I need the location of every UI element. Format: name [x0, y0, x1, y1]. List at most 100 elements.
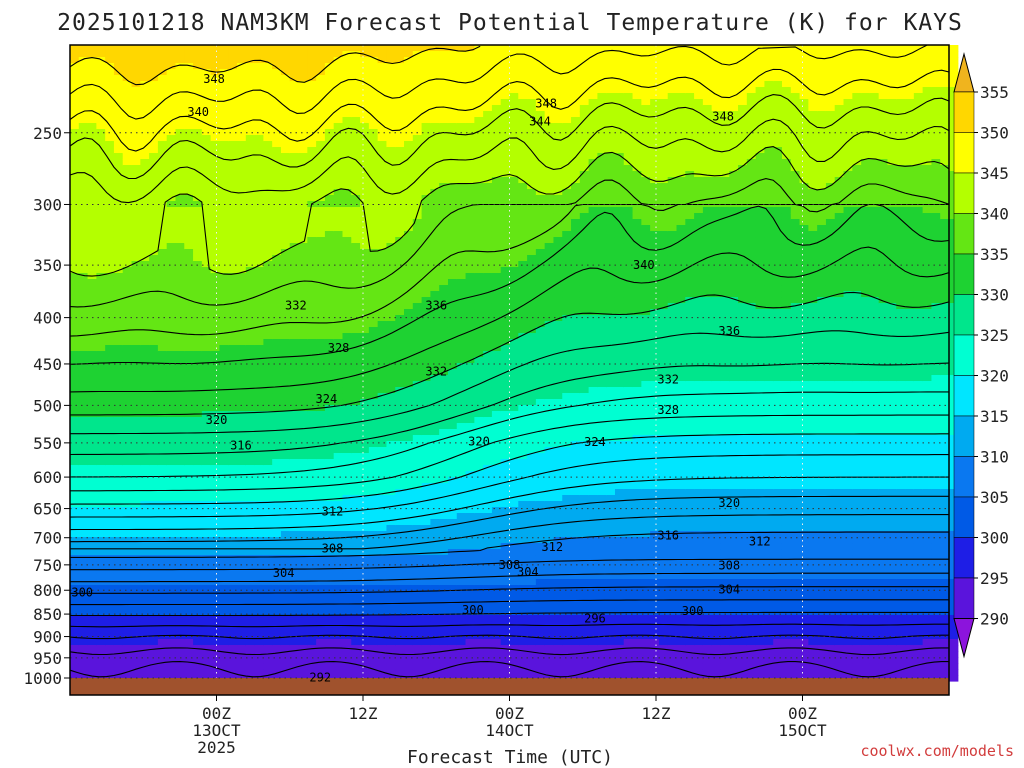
- field-cell-745: [131, 63, 141, 70]
- field-cell-2443: [272, 75, 282, 82]
- field-cell-790: [131, 333, 141, 340]
- field-cell-848: [140, 45, 150, 52]
- field-cell-2931: [307, 459, 317, 466]
- field-cell-2744: [289, 609, 300, 616]
- field-cell-2603: [280, 399, 291, 406]
- field-cell-2522: [272, 549, 282, 556]
- field-cell-719: [122, 543, 133, 550]
- field-cell-1976: [228, 453, 238, 460]
- field-cell-316: [87, 669, 97, 676]
- field-cell-3237: [333, 387, 344, 394]
- field-cell-2126: [245, 81, 256, 88]
- field-cell-2480: [272, 297, 282, 304]
- field-cell-467: [105, 303, 115, 310]
- field-cell-1781: [210, 555, 221, 562]
- field-cell-1679: [201, 579, 212, 586]
- field-cell-4823: [465, 363, 475, 370]
- field-cell-3405: [351, 123, 361, 130]
- field-cell-2907: [307, 315, 317, 322]
- field-cell-543: [113, 123, 124, 130]
- field-cell-3044: [316, 501, 326, 508]
- field-cell-1024: [149, 465, 159, 472]
- field-cell-4840: [465, 465, 475, 472]
- field-cell-3148: [324, 489, 335, 496]
- field-cell-420: [96, 657, 106, 664]
- field-cell-143: [78, 267, 89, 274]
- field-cell-1823: [219, 171, 229, 178]
- field-cell-1268: [166, 657, 177, 664]
- field-cell-4953: [474, 507, 484, 514]
- field-cell-1474: [184, 621, 194, 628]
- field-cell-1057: [149, 663, 159, 670]
- field-cell-2506: [272, 453, 282, 460]
- field-cell-4544: [439, 597, 449, 604]
- field-cell-2249: [254, 183, 264, 190]
- field-cell-27: [70, 207, 80, 214]
- field-cell-4153: [412, 159, 423, 166]
- field-cell-576: [113, 321, 124, 328]
- field-cell-1624: [201, 249, 212, 256]
- field-cell-4510: [439, 393, 449, 400]
- field-cell-2285: [254, 399, 264, 406]
- field-cell-2562: [280, 153, 291, 160]
- field-cell-1662: [201, 477, 212, 484]
- field-cell-262: [87, 345, 97, 352]
- field-cell-2339: [263, 87, 273, 94]
- field-cell-4199: [412, 435, 423, 442]
- field-cell-1413: [184, 255, 194, 262]
- field-cell-1820: [219, 153, 229, 160]
- field-cell-4150: [412, 141, 423, 148]
- field-cell-3708: [368, 669, 379, 676]
- field-cell-3486: [351, 609, 361, 616]
- field-cell-2254: [254, 213, 264, 220]
- field-cell-1495: [193, 111, 203, 118]
- field-cell-4493: [439, 291, 449, 298]
- field-cell-2075: [237, 411, 247, 418]
- field-cell-1609: [201, 159, 212, 166]
- field-cell-1418: [184, 285, 194, 292]
- field-cell-2482: [272, 309, 282, 316]
- field-cell-1697: [210, 51, 221, 58]
- field-cell-4449: [430, 663, 440, 670]
- field-cell-1526: [193, 297, 203, 304]
- field-cell-399: [96, 531, 106, 538]
- field-cell-2955: [307, 603, 317, 610]
- field-cell-3387: [342, 651, 352, 658]
- field-cell-1963: [228, 375, 238, 382]
- field-cell-1590: [201, 45, 212, 52]
- field-cell-3771: [377, 411, 388, 418]
- field-cell-1742: [210, 321, 221, 328]
- field-cell-1125: [157, 435, 168, 442]
- field-cell-3580: [360, 537, 370, 544]
- field-cell-3608: [368, 69, 379, 76]
- field-cell-1895: [219, 603, 229, 610]
- field-cell-329: [96, 111, 106, 118]
- field-cell-362: [96, 309, 106, 316]
- field-cell-4309: [421, 459, 431, 466]
- field-cell-2456: [272, 153, 282, 160]
- field-cell-4964: [474, 573, 484, 580]
- field-cell-4094: [404, 441, 414, 448]
- field-cell-2163: [245, 303, 256, 310]
- field-cell-1394: [184, 141, 194, 148]
- field-cell-2763: [298, 87, 308, 94]
- field-cell-286: [87, 489, 97, 496]
- field-cell-3823: [386, 87, 396, 94]
- field-cell-4620: [447, 417, 458, 424]
- field-cell-180: [78, 489, 89, 496]
- field-cell-1745: [210, 339, 221, 346]
- field-cell-3338: [342, 357, 352, 364]
- field-cell-585: [113, 375, 124, 382]
- field-cell-3126: [324, 357, 335, 364]
- field-cell-4891: [474, 135, 484, 142]
- field-cell-2222: [245, 657, 256, 664]
- field-cell-247: [87, 255, 97, 262]
- field-cell-3549: [360, 351, 370, 358]
- field-cell-264: [87, 357, 97, 364]
- field-cell-2229: [254, 63, 264, 70]
- field-cell-879: [140, 231, 150, 238]
- field-cell-3759: [377, 339, 388, 346]
- field-cell-3985: [395, 423, 405, 430]
- field-cell-3790: [377, 525, 388, 532]
- field-cell-1173: [166, 87, 177, 94]
